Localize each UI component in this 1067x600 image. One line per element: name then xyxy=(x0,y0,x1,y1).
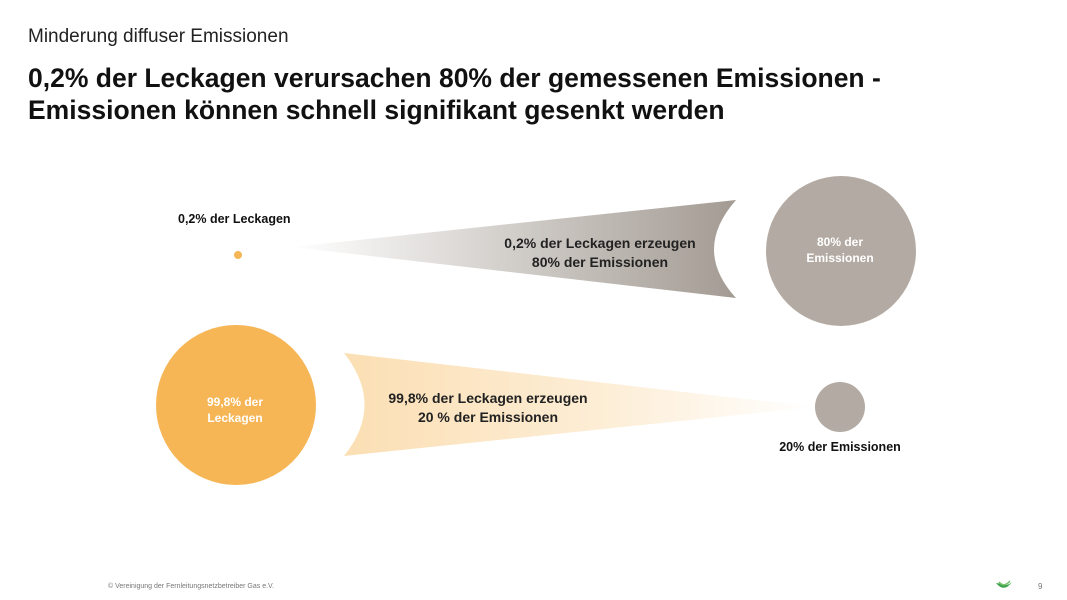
page-number: 9 xyxy=(1038,582,1043,591)
slide-title-line-1: 0,2% der Leckagen verursachen 80% der ge… xyxy=(28,63,881,93)
bottom-flow-label-line-2: 20 % der Emissionen xyxy=(417,409,559,425)
bottom-flow-label: 99,8% der Leckagen erzeugen 20 % der Emi… xyxy=(358,389,618,427)
bottom-flow-funnel xyxy=(344,353,815,456)
large-leakage-circle-label-line-2: Leckagen xyxy=(207,411,263,425)
large-emission-circle-label: 80% der Emissionen xyxy=(770,234,910,266)
slide-title: 0,2% der Leckagen verursachen 80% der ge… xyxy=(28,62,1038,126)
large-leakage-circle-label-line-1: 99,8% der xyxy=(206,395,264,409)
bottom-flow-label-line-1: 99,8% der Leckagen erzeugen xyxy=(388,390,588,406)
small-leakage-label: 0,2% der Leckagen xyxy=(178,212,291,226)
top-flow-label-line-1: 0,2% der Leckagen erzeugen xyxy=(504,235,696,251)
top-flow-label-line-2: 80% der Emissionen xyxy=(531,254,669,270)
footer-copyright: © Vereinigung der Fernleitungsnetzbetrei… xyxy=(108,583,275,590)
top-flow-funnel xyxy=(292,200,736,298)
large-leakage-circle-label: 99,8% der Leckagen xyxy=(160,394,310,426)
fnb-gas-logo-icon xyxy=(996,580,1012,588)
slide-title-line-2: Emissionen können schnell signifikant ge… xyxy=(28,95,725,125)
large-leakage-circle xyxy=(156,325,316,485)
large-emission-circle-label-line-1: 80% der xyxy=(816,235,864,249)
small-emission-label: 20% der Emissionen xyxy=(779,440,901,454)
large-emission-circle xyxy=(766,176,916,326)
large-emission-circle-label-line-2: Emissionen xyxy=(806,251,874,265)
small-emission-circle xyxy=(815,382,865,432)
slide-subtitle: Minderung diffuser Emissionen xyxy=(28,26,289,47)
small-leakage-dot xyxy=(234,251,242,259)
top-flow-label: 0,2% der Leckagen erzeugen 80% der Emiss… xyxy=(470,234,730,272)
